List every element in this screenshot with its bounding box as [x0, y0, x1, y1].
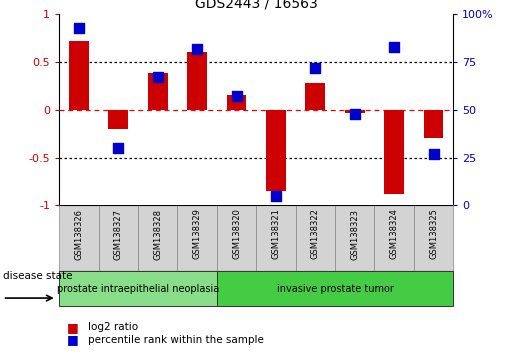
Bar [374, 205, 414, 271]
Point [153, 74, 162, 80]
Point [430, 151, 438, 156]
Bar [227, 96, 246, 110]
Text: prostate intraepithelial neoplasia: prostate intraepithelial neoplasia [57, 284, 219, 293]
Bar [335, 205, 374, 271]
Text: ■: ■ [67, 321, 79, 334]
Text: GSM138329: GSM138329 [193, 209, 201, 259]
Bar [296, 205, 335, 271]
Point [351, 111, 359, 116]
Text: GSM138327: GSM138327 [114, 209, 123, 259]
Point [232, 93, 241, 99]
Point [75, 25, 83, 30]
Text: GSM138325: GSM138325 [429, 209, 438, 259]
Bar [59, 205, 99, 271]
Bar [69, 41, 89, 110]
Text: GSM138324: GSM138324 [390, 209, 399, 259]
Point [114, 145, 123, 151]
Point [193, 46, 201, 51]
Text: GSM138328: GSM138328 [153, 209, 162, 259]
Bar [177, 205, 217, 271]
Bar [424, 110, 443, 138]
Text: invasive prostate tumor: invasive prostate tumor [277, 284, 393, 293]
Text: disease state: disease state [3, 271, 72, 281]
Bar [345, 110, 365, 113]
Bar [59, 271, 217, 306]
Text: GSM138323: GSM138323 [350, 209, 359, 259]
Text: GSM138321: GSM138321 [271, 209, 280, 259]
Text: log2 ratio: log2 ratio [88, 322, 138, 332]
Bar [305, 83, 325, 110]
Bar [148, 73, 167, 110]
Bar [99, 205, 138, 271]
Text: GSM138326: GSM138326 [75, 209, 83, 259]
Point [390, 44, 398, 50]
Bar [138, 205, 177, 271]
Text: GSM138320: GSM138320 [232, 209, 241, 259]
Bar [384, 110, 404, 194]
Bar [217, 205, 256, 271]
Point [311, 65, 319, 70]
Text: ■: ■ [67, 333, 79, 346]
Bar [414, 205, 453, 271]
Bar [256, 205, 296, 271]
Title: GDS2443 / 16563: GDS2443 / 16563 [195, 0, 318, 10]
Text: percentile rank within the sample: percentile rank within the sample [88, 335, 264, 345]
Bar [109, 110, 128, 129]
Point [272, 193, 280, 199]
Bar [266, 110, 286, 191]
Bar [187, 52, 207, 110]
Text: GSM138322: GSM138322 [311, 209, 320, 259]
Bar [217, 271, 453, 306]
